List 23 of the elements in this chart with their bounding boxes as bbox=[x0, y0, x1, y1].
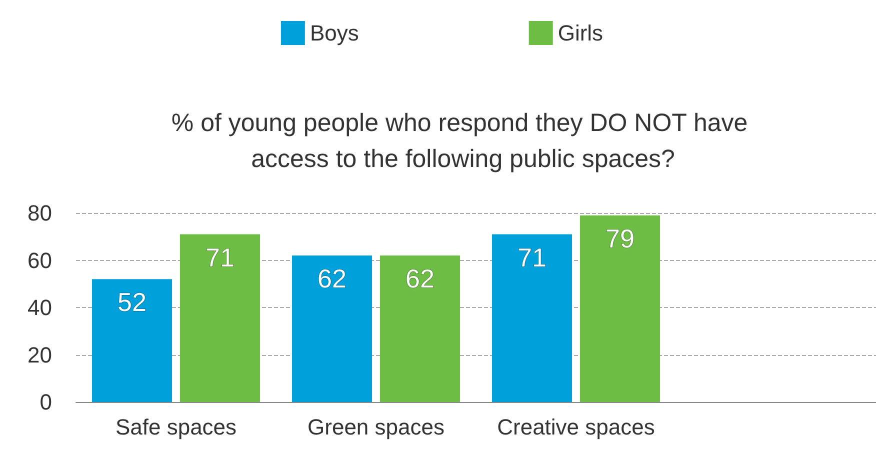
y-tick-label: 80 bbox=[28, 200, 52, 226]
data-label: 71 bbox=[206, 242, 234, 272]
x-tick-label: Creative spaces bbox=[497, 414, 655, 440]
bar bbox=[492, 234, 572, 402]
bar bbox=[180, 234, 260, 402]
bar bbox=[580, 215, 660, 402]
data-label: 71 bbox=[518, 242, 546, 272]
data-label: 79 bbox=[606, 223, 634, 254]
chart-title: % of young people who respond they DO NOT have access to the following public spaces? bbox=[171, 109, 755, 173]
y-tick-label: 60 bbox=[28, 248, 52, 273]
bar bbox=[380, 256, 460, 402]
bar bbox=[92, 279, 172, 402]
y-tick-label: 20 bbox=[28, 342, 52, 368]
legend-label: Boys bbox=[310, 20, 359, 46]
legend-label: Girls bbox=[558, 20, 604, 46]
bar bbox=[292, 256, 372, 402]
x-tick-label: Safe spaces bbox=[115, 414, 237, 440]
data-label: 62 bbox=[318, 264, 346, 294]
x-tick-label: Green spaces bbox=[308, 414, 444, 440]
y-tick-label: 0 bbox=[40, 390, 52, 414]
y-tick-label: 40 bbox=[28, 295, 52, 320]
data-label: 52 bbox=[118, 287, 146, 318]
data-label: 62 bbox=[406, 264, 434, 294]
